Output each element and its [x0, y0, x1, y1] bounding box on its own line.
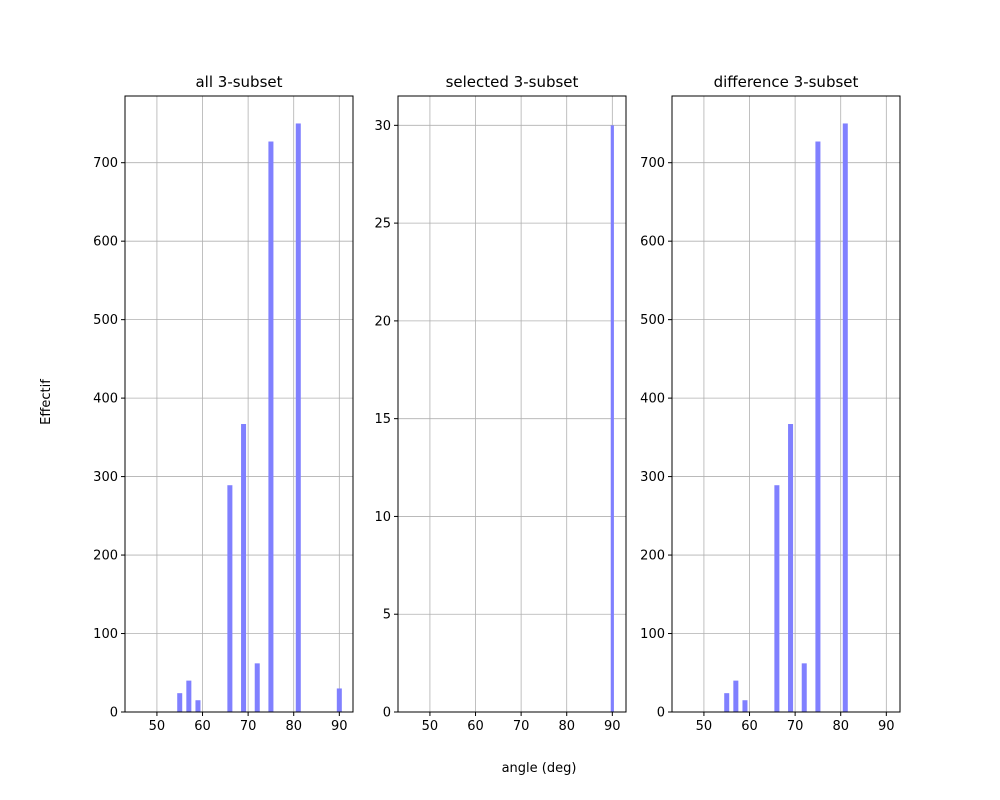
x-tick-label: 70	[787, 719, 804, 734]
bar	[227, 485, 233, 712]
bar	[336, 688, 342, 712]
y-tick-label: 600	[93, 235, 118, 250]
subplot-title: selected 3-subset	[446, 73, 579, 91]
bar	[610, 125, 614, 713]
y-tick-label: 10	[374, 510, 391, 525]
bar	[774, 485, 780, 712]
x-tick-label: 70	[513, 719, 530, 734]
y-tick-label: 100	[640, 627, 665, 642]
y-tick-label: 0	[383, 706, 391, 721]
bar	[186, 680, 192, 712]
bar	[254, 663, 260, 712]
bar	[801, 663, 807, 712]
x-tick-label: 60	[741, 719, 758, 734]
y-tick-label: 30	[374, 119, 391, 134]
subplot-title: all 3-subset	[195, 73, 282, 91]
y-tick-label: 600	[640, 235, 665, 250]
y-tick-label: 700	[93, 156, 118, 171]
y-tick-label: 200	[640, 549, 665, 564]
x-tick-label: 50	[149, 719, 166, 734]
y-tick-label: 400	[640, 392, 665, 407]
x-tick-label: 90	[878, 719, 895, 734]
y-tick-label: 5	[383, 608, 391, 623]
y-tick-label: 200	[93, 549, 118, 564]
y-tick-label: 300	[93, 470, 118, 485]
y-axis-label: Effectif	[39, 379, 54, 425]
bar	[268, 141, 274, 713]
bar	[241, 424, 247, 712]
y-tick-label: 25	[374, 217, 391, 232]
x-axis-label: angle (deg)	[502, 761, 577, 776]
subplot-2: 50 60 70 80 90 0 5 10 15 20 25 30 selected 3-subset	[374, 73, 627, 734]
x-tick-label: 80	[285, 719, 302, 734]
x-tick-label: 80	[832, 719, 849, 734]
bar	[724, 693, 730, 712]
axes-frame	[397, 95, 627, 713]
y-tick-label: 400	[93, 392, 118, 407]
subplot-title: difference 3-subset	[714, 73, 859, 91]
bar	[742, 700, 748, 712]
bar	[195, 700, 201, 712]
y-tick-label: 15	[374, 412, 391, 427]
bar	[842, 123, 848, 712]
y-tick-label: 700	[640, 156, 665, 171]
x-tick-label: 50	[422, 719, 439, 734]
x-tick-label: 50	[696, 719, 713, 734]
bar	[733, 680, 739, 712]
x-tick-label: 60	[194, 719, 211, 734]
y-tick-label: 300	[640, 470, 665, 485]
y-tick-label: 500	[640, 313, 665, 328]
bar	[788, 424, 794, 712]
subplot-3: 50 60 70 80 90 0 100 200 300 400 500 600 700 differen…	[640, 73, 901, 734]
subplot-1: 50 60 70 80 90 0 100 200 300 400 500 600 700 all 3-su…	[93, 73, 354, 734]
x-tick-label: 80	[558, 719, 575, 734]
x-tick-label: 60	[467, 719, 484, 734]
x-tick-label: 90	[331, 719, 348, 734]
x-tick-label: 70	[240, 719, 257, 734]
bar	[295, 123, 301, 712]
bar	[177, 693, 183, 712]
y-tick-label: 100	[93, 627, 118, 642]
y-tick-label: 20	[374, 314, 391, 329]
bar	[815, 141, 821, 713]
axes-frame	[671, 95, 901, 713]
y-tick-label: 0	[657, 706, 665, 721]
axes-frame	[124, 95, 354, 713]
y-tick-label: 500	[93, 313, 118, 328]
x-tick-label: 90	[604, 719, 621, 734]
y-tick-label: 0	[110, 706, 118, 721]
